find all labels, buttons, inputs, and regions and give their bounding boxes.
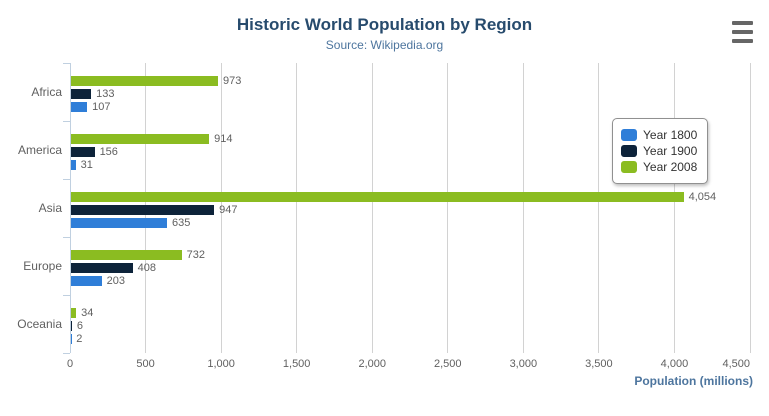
bar-year-2008-oceania[interactable] [71,308,77,318]
bar-value-label: 914 [214,133,233,145]
plot-area [63,63,751,354]
gridline [220,63,222,353]
bar-value-label: 635 [171,217,191,229]
bar-value-label: 203 [106,275,126,287]
bar-value-label: 6 [76,320,84,332]
legend-swatch-icon [621,145,637,157]
category-axis-tick [63,237,70,238]
bar-year-1800-asia[interactable] [71,218,167,228]
bar-value-label: 31 [80,159,93,171]
x-axis-tick-label: 2,000 [358,358,386,370]
x-axis-tick-label: 4,500 [722,358,750,370]
x-axis-tick-label: 3,500 [585,358,613,370]
bar-year-2008-europe[interactable] [71,250,182,260]
gridline [371,63,373,353]
x-axis-tick-label: 1,000 [207,358,235,370]
bar-year-1800-europe[interactable] [71,276,102,286]
category-axis-tick [63,121,70,122]
bar-value-label: 2 [76,333,83,345]
bar-year-2008-africa[interactable] [71,76,219,86]
bar-value-label: 947 [219,204,238,216]
x-axis-title: Population (millions) [634,374,753,388]
bar-value-label: 4,054 [688,191,717,203]
category-axis-tick [63,353,70,354]
bar-year-2008-asia[interactable] [71,192,684,202]
category-label: America [17,143,62,157]
bar-value-label: 408 [137,262,156,274]
bar-year-1800-africa[interactable] [71,102,88,112]
legend-item-year-1900[interactable]: Year 1900 [621,144,697,158]
bar-value-label: 107 [92,101,111,113]
x-axis-tick-label: 4,000 [660,358,689,370]
gridline [447,63,449,353]
bar-year-2008-america[interactable] [71,134,210,144]
category-axis-tick [63,179,70,180]
bar-year-1800-america[interactable] [71,160,76,170]
category-label: Europe [23,259,62,273]
legend-swatch-icon [621,161,637,173]
bar-value-label: 732 [186,249,205,261]
gridline [598,63,600,353]
category-axis-line [70,63,71,353]
legend-item-label: Year 1900 [643,144,698,158]
bar-value-label: 34 [81,307,94,319]
legend: Year 1800 Year 1900 Year 2008 [612,118,709,184]
chart-subtitle: Source: Wikipedia.org [325,38,444,52]
x-axis-tick-label: 1,500 [282,358,311,370]
gridline [673,63,675,353]
category-label: Asia [38,201,62,215]
hamburger-menu-icon [732,39,753,43]
legend-item-year-1800[interactable]: Year 1800 [621,128,697,142]
gridline [522,63,524,353]
context-menu-button[interactable] [730,19,755,45]
bar-value-label: 156 [99,146,118,158]
bar-year-1900-america[interactable] [71,147,95,157]
hamburger-menu-icon [732,30,753,34]
bar-value-label: 973 [223,75,242,87]
x-axis-tick-label: 500 [136,358,155,370]
legend-swatch-icon [621,129,637,141]
x-axis-tick-label: 0 [66,358,74,370]
category-label: Africa [31,85,62,99]
bar-year-1900-asia[interactable] [71,205,215,215]
bar-year-1900-oceania[interactable] [71,321,72,331]
gridline [749,63,751,353]
chart-title: Historic World Population by Region [236,15,533,34]
x-axis-tick-label: 2,500 [434,358,462,370]
legend-item-year-2008[interactable]: Year 2008 [621,160,697,174]
legend-item-label: Year 1800 [643,128,698,142]
hamburger-menu-icon [732,21,753,25]
bar-year-1900-africa[interactable] [71,89,92,99]
category-label: Oceania [17,317,62,331]
legend-item-label: Year 2008 [643,160,698,174]
category-axis-tick [63,295,70,296]
category-axis-tick [63,63,70,64]
x-axis-tick-label: 3,000 [509,358,538,370]
bar-value-label: 133 [96,88,115,100]
gridline [296,63,298,353]
bar-year-1900-europe[interactable] [71,263,133,273]
